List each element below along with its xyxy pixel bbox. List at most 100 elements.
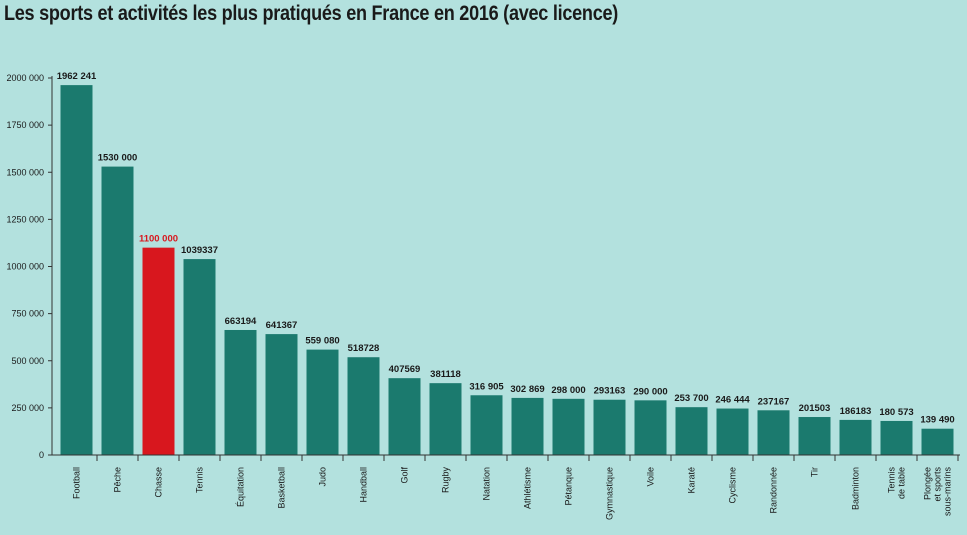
y-tick-label: 1250 000 <box>6 214 44 224</box>
category-label: Randonnée <box>769 467 779 514</box>
value-label: 201503 <box>799 403 831 414</box>
value-label: 1530 000 <box>98 153 138 164</box>
bar <box>921 428 954 455</box>
category-label-line: Football <box>72 467 82 499</box>
category-label: Football <box>72 467 82 499</box>
category-label: Plongée et sports sous-marins <box>923 467 953 517</box>
category-label-line: Tir <box>810 467 820 477</box>
value-label: 186183 <box>840 406 872 417</box>
value-label: 641367 <box>266 320 298 331</box>
x-axis: Football Pêche Chasse Tennis Équitation Baske… <box>52 454 960 520</box>
y-tick-label: 500 000 <box>11 356 44 366</box>
category-label: Tennis de table <box>887 467 907 500</box>
category-label: Handball <box>359 467 369 503</box>
category-label-line: et sports <box>933 467 943 502</box>
category-label-line: Pêche <box>113 467 123 493</box>
category-label: Chasse <box>154 467 164 498</box>
category-label: Judo <box>318 467 328 487</box>
category-label: Karaté <box>687 467 697 494</box>
value-label: 663194 <box>225 316 257 327</box>
bar <box>60 85 93 456</box>
bar <box>306 349 339 455</box>
category-label-line: Tennis <box>195 467 205 494</box>
y-tick-label: 750 000 <box>11 309 44 319</box>
bar <box>429 383 462 455</box>
bar <box>716 408 749 455</box>
category-label-line: Plongée <box>923 467 933 500</box>
category-label-line: Randonnée <box>769 467 779 514</box>
bar <box>634 400 667 455</box>
bar <box>511 397 544 455</box>
category-label: Golf <box>400 467 410 484</box>
y-tick-label: 0 <box>39 450 44 460</box>
category-label: Badminton <box>851 467 861 510</box>
bar <box>142 247 175 455</box>
bar <box>388 378 421 455</box>
category-label-line: Athlétisme <box>523 467 533 509</box>
value-label: 246 444 <box>715 395 750 406</box>
chart-title: Les sports et activités les plus pratiqu… <box>4 2 619 25</box>
category-label: Gymnastique <box>605 467 615 520</box>
bar <box>470 395 503 455</box>
category-label: Équitation <box>236 467 246 507</box>
bar <box>675 407 708 455</box>
category-label: Pêche <box>113 467 123 493</box>
value-label: 1962 241 <box>57 71 97 82</box>
category-label: Tir <box>810 467 820 477</box>
value-label: 559 080 <box>305 336 339 347</box>
value-label: 407569 <box>389 364 421 375</box>
category-label-line: Chasse <box>154 467 164 498</box>
category-label-line: Handball <box>359 467 369 503</box>
bars <box>60 85 954 456</box>
category-label: Voile <box>646 467 656 487</box>
category-label: Natation <box>482 467 492 501</box>
value-label: 290 000 <box>633 386 667 397</box>
bar <box>183 259 216 455</box>
bar <box>593 399 626 455</box>
bar <box>265 334 298 455</box>
value-label: 518728 <box>348 343 380 354</box>
value-label: 139 490 <box>920 415 954 426</box>
category-label-line: Cyclisme <box>728 467 738 504</box>
category-label: Basketball <box>277 467 287 509</box>
y-tick-label: 1000 000 <box>6 262 44 272</box>
category-label-line: Golf <box>400 467 410 484</box>
category-label-line: sous-marins <box>943 467 953 517</box>
category-label: Athlétisme <box>523 467 533 509</box>
bar <box>839 419 872 455</box>
category-label-line: Tennis <box>887 467 897 494</box>
category-label-line: Gymnastique <box>605 467 615 520</box>
value-label: 180 573 <box>879 407 913 418</box>
bar <box>880 420 913 455</box>
category-label: Rugby <box>441 467 451 494</box>
value-label: 1039337 <box>181 245 218 256</box>
value-label: 298 000 <box>551 385 585 396</box>
category-label-line: Natation <box>482 467 492 501</box>
bar <box>757 410 790 455</box>
y-tick-label: 1750 000 <box>6 120 44 130</box>
y-axis: 0 250 000 500 000 750 000 1000 000 1250 000 15… <box>6 73 53 460</box>
value-label: 253 700 <box>674 393 708 404</box>
y-tick-label: 250 000 <box>11 403 44 413</box>
category-label-line: Équitation <box>236 467 246 507</box>
category-label-line: Karaté <box>687 467 697 494</box>
value-label: 381118 <box>430 369 461 380</box>
category-label-line: Basketball <box>277 467 287 509</box>
category-label: Pétanque <box>564 467 574 506</box>
bar <box>347 357 380 455</box>
y-tick-label: 2000 000 <box>6 73 44 83</box>
bar <box>552 398 585 455</box>
value-label: 316 905 <box>469 381 504 392</box>
y-tick-label: 1500 000 <box>6 167 44 177</box>
value-label: 237167 <box>758 396 790 407</box>
bar <box>798 417 831 455</box>
category-label-line: Rugby <box>441 467 451 494</box>
category-label-line: Judo <box>318 467 328 487</box>
value-label: 1100 000 <box>139 234 178 245</box>
category-label-line: Pétanque <box>564 467 574 506</box>
value-label: 302 869 <box>510 384 544 395</box>
category-label: Cyclisme <box>728 467 738 504</box>
bar <box>224 329 257 455</box>
